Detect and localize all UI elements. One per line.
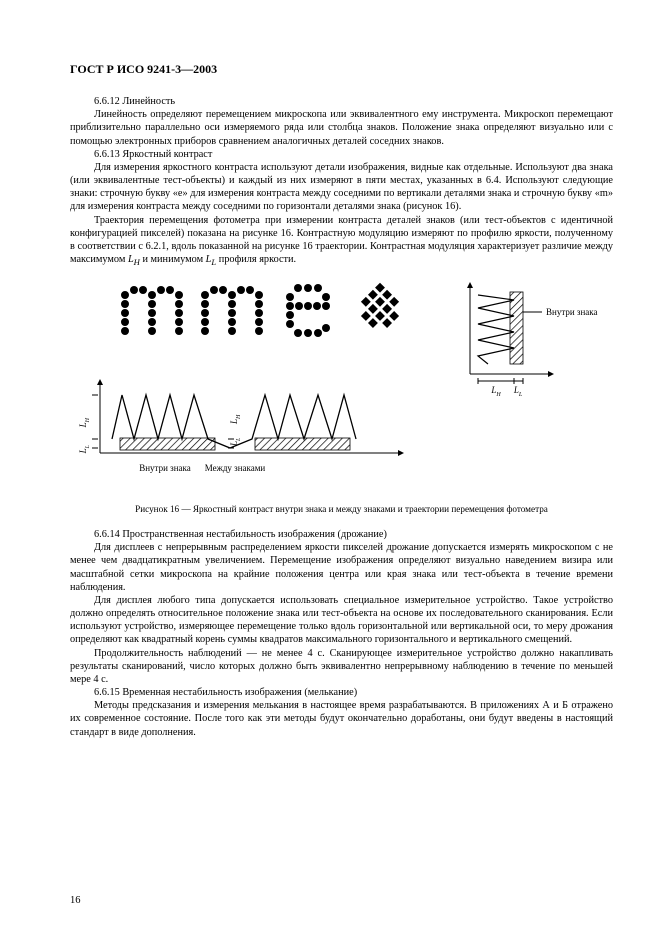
svg-text:LL: LL xyxy=(513,385,523,398)
figure-16-caption: Рисунок 16 — Яркостный контраст внутри з… xyxy=(70,504,613,514)
figure-16-svg: LH LL LH LL Внутри знака Между знаками xyxy=(70,278,610,498)
pixel-glyphs xyxy=(121,283,406,337)
section-6-6-12-title: 6.6.12 Линейность xyxy=(70,95,613,108)
svg-text:LL: LL xyxy=(229,437,242,447)
section-6-6-12-p1: Линейность определяют перемещением микро… xyxy=(70,108,613,148)
profile-right: Внутри знака LH LL xyxy=(467,282,598,398)
section-6-6-15-title: 6.6.15 Временная нестабильность изображе… xyxy=(70,686,613,699)
page-number: 16 xyxy=(70,895,81,906)
symbol-LL: LL xyxy=(206,254,217,265)
svg-text:LH: LH xyxy=(229,414,242,425)
svg-text:LH: LH xyxy=(490,385,501,398)
text-span: и минимумом xyxy=(140,254,206,265)
section-6-6-13-p2: Траектория перемещения фотометра при изм… xyxy=(70,214,613,269)
svg-text:LH: LH xyxy=(78,417,91,428)
standard-header: ГОСТ Р ИСО 9241-3—2003 xyxy=(70,62,613,77)
text-span: профиля яркости. xyxy=(216,254,296,265)
section-6-6-14-title: 6.6.14 Пространственная нестабильность и… xyxy=(70,528,613,541)
section-6-6-14-p2: Для дисплея любого типа допускается испо… xyxy=(70,594,613,647)
section-6-6-14-p1: Для дисплеев с непрерывным распределение… xyxy=(70,541,613,594)
section-6-6-13-title: 6.6.13 Яркостный контраст xyxy=(70,148,613,161)
label-inside: Внутри знака xyxy=(139,463,191,473)
section-6-6-14-p3: Продолжительность наблюдений — не менее … xyxy=(70,647,613,687)
section-6-6-13-p1: Для измерения яркостного контраста испол… xyxy=(70,161,613,214)
profile-left: LH LL LH LL Внутри знака Между знаками xyxy=(78,379,404,473)
svg-text:LL: LL xyxy=(78,444,91,454)
label-inside-2: Внутри знака xyxy=(546,307,598,317)
symbol-LH: LH xyxy=(128,254,140,265)
figure-16: LH LL LH LL Внутри знака Между знаками xyxy=(70,278,613,498)
label-between: Между знаками xyxy=(205,463,266,473)
section-6-6-15-p1: Методы предсказания и измерения мелькани… xyxy=(70,699,613,739)
